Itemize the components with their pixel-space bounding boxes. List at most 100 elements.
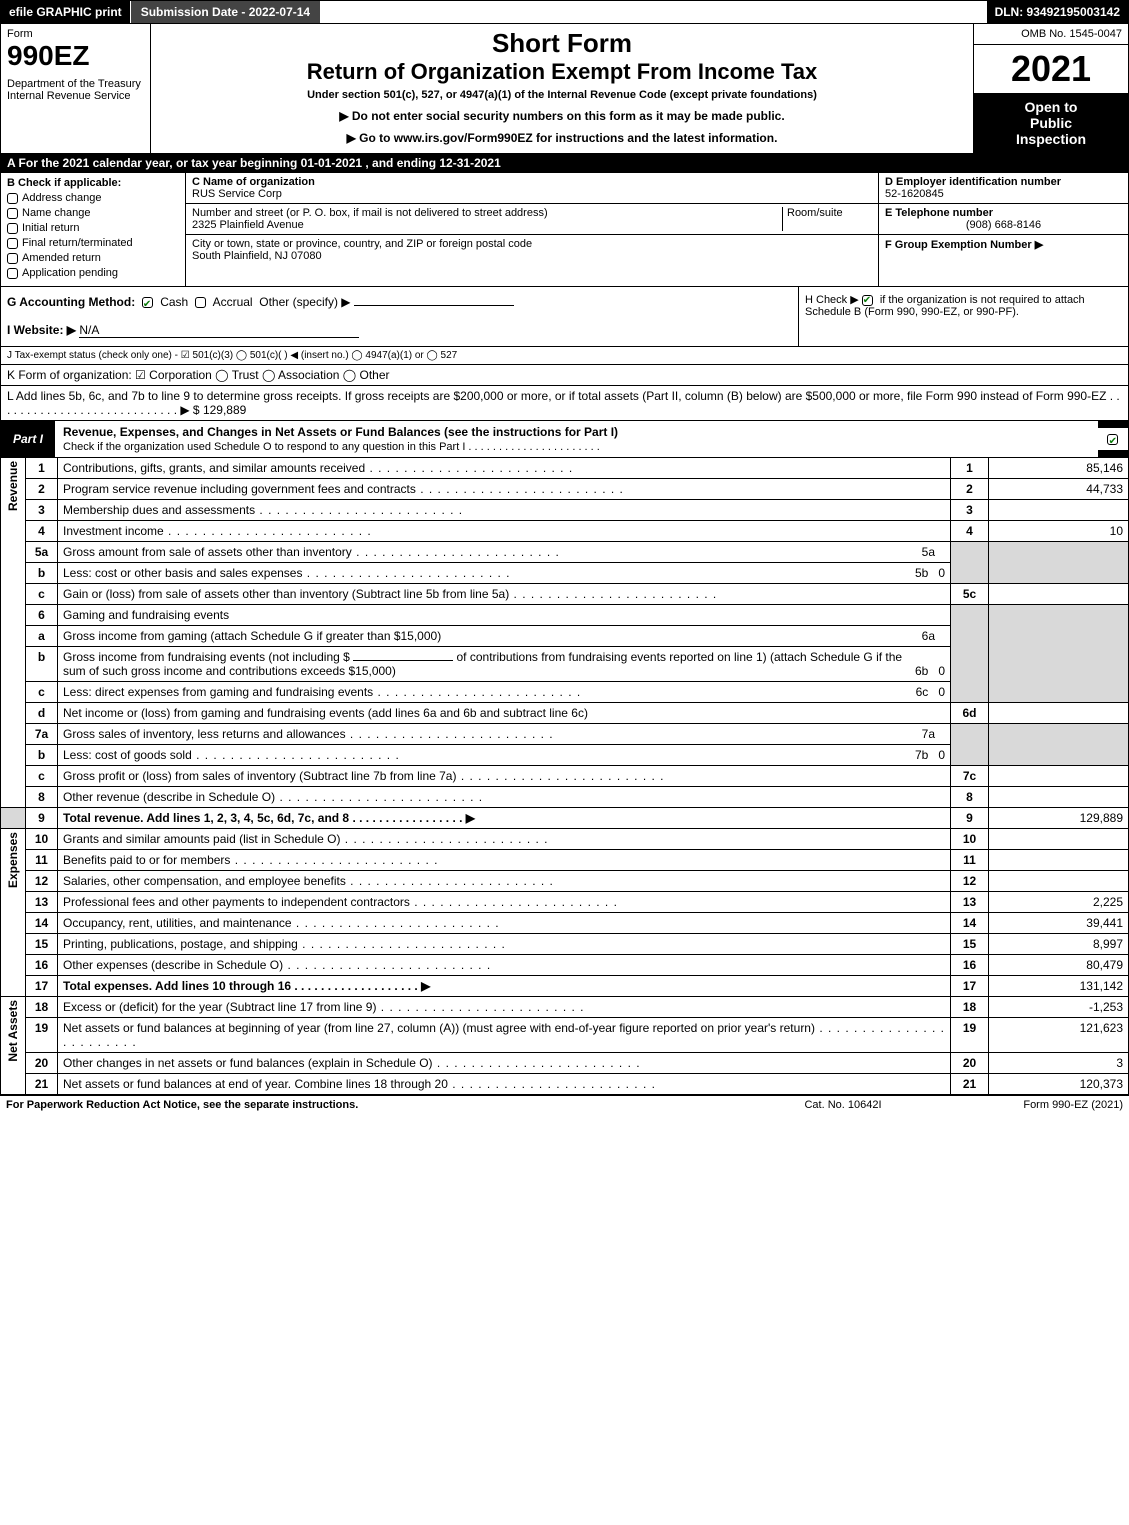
footer-left: For Paperwork Reduction Act Notice, see …	[6, 1099, 743, 1111]
line-19-val: 121,623	[989, 1018, 1129, 1053]
chk-name-change[interactable]: Name change	[7, 207, 179, 219]
line-16-desc: Other expenses (describe in Schedule O)	[58, 955, 951, 976]
tax-year: 2021	[974, 45, 1128, 93]
website: N/A	[79, 323, 359, 338]
line-17-val: 131,142	[989, 976, 1129, 997]
omb-year-block: OMB No. 1545-0047 2021 Open to Public In…	[973, 24, 1128, 153]
line-21-desc: Net assets or fund balances at end of ye…	[58, 1074, 951, 1095]
chk-schedule-o[interactable]	[1107, 434, 1118, 445]
efile-print[interactable]: efile GRAPHIC print	[1, 1, 131, 23]
line-2-desc: Program service revenue including govern…	[58, 479, 951, 500]
part-i-tag: Part I	[1, 428, 55, 450]
line-3-desc: Membership dues and assessments	[58, 500, 951, 521]
footer-cat-no: Cat. No. 10642I	[743, 1099, 943, 1111]
line-7a-desc: Gross sales of inventory, less returns a…	[58, 724, 917, 744]
line-12-val	[989, 871, 1129, 892]
org-name: RUS Service Corp	[192, 188, 282, 200]
chk-amended-return[interactable]: Amended return	[7, 252, 179, 264]
topbar: efile GRAPHIC print Submission Date - 20…	[0, 0, 1129, 24]
line-7b-desc: Less: cost of goods sold	[58, 745, 910, 765]
line-20-desc: Other changes in net assets or fund bala…	[58, 1053, 951, 1074]
part-i-header: Part I Revenue, Expenses, and Changes in…	[0, 421, 1129, 458]
line-5a-val	[940, 542, 950, 562]
i-label: I Website: ▶	[7, 323, 76, 337]
line-6c-val: 0	[933, 682, 950, 702]
chk-accrual[interactable]	[195, 297, 206, 308]
line-5b-val: 0	[933, 563, 950, 583]
d-label: D Employer identification number	[885, 176, 1061, 188]
line-5c-val	[989, 584, 1129, 605]
ein: 52-1620845	[885, 188, 944, 200]
line-12-desc: Salaries, other compensation, and employ…	[58, 871, 951, 892]
g-label: G Accounting Method:	[7, 295, 135, 309]
footer: For Paperwork Reduction Act Notice, see …	[0, 1095, 1129, 1114]
chk-address-change[interactable]: Address change	[7, 192, 179, 204]
form-number: 990EZ	[7, 40, 144, 72]
h-text1: H Check ▶	[805, 294, 862, 306]
line-14-val: 39,441	[989, 913, 1129, 934]
chk-application-pending[interactable]: Application pending	[7, 267, 179, 279]
line-6c-desc: Less: direct expenses from gaming and fu…	[58, 682, 911, 702]
row-a-tax-year: A For the 2021 calendar year, or tax yea…	[0, 154, 1129, 173]
chk-final-return[interactable]: Final return/terminated	[7, 237, 179, 249]
street-address: 2325 Plainfield Avenue	[192, 219, 304, 231]
title-block: Short Form Return of Organization Exempt…	[151, 24, 973, 153]
room-label: Room/suite	[787, 207, 843, 219]
return-title: Return of Organization Exempt From Incom…	[161, 59, 963, 85]
line-10-val	[989, 829, 1129, 850]
line-6-desc: Gaming and fundraising events	[58, 605, 951, 626]
submission-date: Submission Date - 2022-07-14	[131, 1, 320, 23]
part-i-sub: Check if the organization used Schedule …	[63, 441, 600, 453]
section-b-through-f: B Check if applicable: Address change Na…	[0, 173, 1129, 287]
chk-h[interactable]	[862, 295, 873, 306]
revenue-label: Revenue	[6, 461, 20, 511]
chk-initial-return[interactable]: Initial return	[7, 222, 179, 234]
b-header: B Check if applicable:	[7, 177, 179, 189]
form-word: Form	[7, 28, 144, 40]
footer-form: Form 990-EZ (2021)	[943, 1099, 1123, 1111]
line-1-val: 85,146	[989, 458, 1129, 479]
line-4-desc: Investment income	[58, 521, 951, 542]
short-form-title: Short Form	[161, 28, 963, 59]
form-id-block: Form 990EZ Department of the Treasury In…	[1, 24, 151, 153]
chk-cash[interactable]	[142, 297, 153, 308]
col-def: D Employer identification number 52-1620…	[878, 173, 1128, 286]
line-18-desc: Excess or (deficit) for the year (Subtra…	[58, 997, 951, 1018]
telephone: (908) 668-8146	[885, 219, 1122, 231]
col-c-org-info: C Name of organization RUS Service Corp …	[186, 173, 878, 286]
line-3-val	[989, 500, 1129, 521]
form-header: Form 990EZ Department of the Treasury In…	[0, 24, 1129, 154]
line-15-desc: Printing, publications, postage, and shi…	[58, 934, 951, 955]
row-k: K Form of organization: ☑ Corporation ◯ …	[0, 365, 1129, 386]
row-j: J Tax-exempt status (check only one) - ☑…	[0, 347, 1129, 365]
line-1-desc: Contributions, gifts, grants, and simila…	[58, 458, 951, 479]
under-section: Under section 501(c), 527, or 4947(a)(1)…	[161, 89, 963, 101]
city-label: City or town, state or province, country…	[192, 238, 532, 250]
line-6b-val: 0	[933, 647, 950, 681]
street-label: Number and street (or P. O. box, if mail…	[192, 207, 548, 219]
line-7b-val: 0	[933, 745, 950, 765]
row-l: L Add lines 5b, 6c, and 7b to line 9 to …	[0, 386, 1129, 421]
line-10-desc: Grants and similar amounts paid (list in…	[58, 829, 951, 850]
line-6a-val	[940, 626, 950, 646]
line-6a-desc: Gross income from gaming (attach Schedul…	[58, 626, 917, 646]
line-5a-desc: Gross amount from sale of assets other t…	[58, 542, 917, 562]
line-7a-val	[940, 724, 950, 744]
line-13-val: 2,225	[989, 892, 1129, 913]
f-label: F Group Exemption Number ▶	[885, 239, 1043, 251]
line-14-desc: Occupancy, rent, utilities, and maintena…	[58, 913, 951, 934]
line-8-val	[989, 787, 1129, 808]
c-name-label: C Name of organization	[192, 176, 315, 188]
line-9-desc: Total revenue. Add lines 1, 2, 3, 4, 5c,…	[58, 808, 951, 829]
line-11-val	[989, 850, 1129, 871]
line-19-desc: Net assets or fund balances at beginning…	[58, 1018, 951, 1053]
open-to-public: Open to Public Inspection	[974, 93, 1128, 153]
omb-number: OMB No. 1545-0047	[974, 24, 1128, 45]
goto-link[interactable]: ▶ Go to www.irs.gov/Form990EZ for instru…	[161, 131, 963, 145]
line-8-desc: Other revenue (describe in Schedule O)	[58, 787, 951, 808]
expenses-label: Expenses	[6, 832, 20, 888]
col-b-checkboxes: B Check if applicable: Address change Na…	[1, 173, 186, 286]
line-6d-val	[989, 703, 1129, 724]
city-state-zip: South Plainfield, NJ 07080	[192, 250, 322, 262]
line-11-desc: Benefits paid to or for members	[58, 850, 951, 871]
